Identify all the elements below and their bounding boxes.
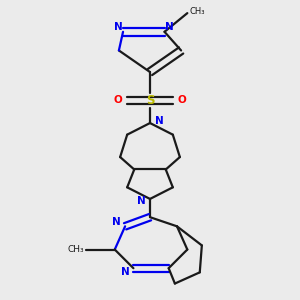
Text: N: N [112, 217, 121, 227]
Text: O: O [114, 95, 122, 105]
Text: O: O [178, 95, 186, 105]
Text: CH₃: CH₃ [190, 7, 206, 16]
Text: CH₃: CH₃ [67, 245, 84, 254]
Text: N: N [114, 22, 122, 32]
Text: N: N [121, 267, 130, 277]
Text: N: N [136, 196, 145, 206]
Text: N: N [165, 22, 174, 32]
Text: S: S [146, 94, 154, 107]
Text: N: N [155, 116, 164, 126]
